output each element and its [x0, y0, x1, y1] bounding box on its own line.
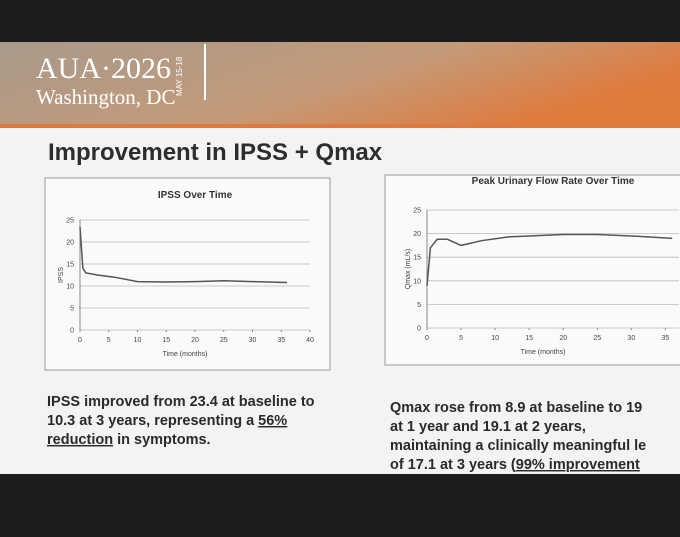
- brand: AUA·2026: [36, 52, 171, 85]
- caption-line: of 17.1 at 3 years (99% improvement: [390, 457, 640, 473]
- caption-line: 10.3 at 3 years, representing a 56%: [47, 413, 287, 429]
- dates: MAY 15-18: [175, 56, 184, 96]
- chart-frame: [384, 174, 680, 366]
- data-line: [79, 226, 288, 284]
- y-tick-label: 25: [66, 218, 74, 225]
- x-tick-label: 30: [249, 337, 257, 344]
- caption-text: IPSS improved from 23.4 at baseline to: [47, 394, 315, 410]
- city: Washington, DC: [36, 85, 175, 109]
- chart-title: Peak Urinary Flow Rate Over Time: [472, 176, 635, 187]
- header-band: [0, 42, 680, 128]
- chart-title: IPSS Over Time: [158, 190, 233, 201]
- caption-text: 56%: [258, 413, 287, 429]
- y-tick-label: 0: [417, 326, 421, 333]
- x-tick-label: 20: [191, 337, 199, 344]
- captions: IPSS improved from 23.4 at baseline to 10…: [47, 394, 646, 473]
- x-tick-label: 10: [134, 337, 142, 344]
- y-tick-label: 20: [413, 231, 421, 238]
- y-tick-label: 20: [66, 240, 74, 247]
- x-tick-label: 35: [661, 335, 669, 342]
- caption-line: at 1 year and 19.1 at 2 years,: [390, 419, 586, 435]
- x-axis-label: Time (months): [163, 351, 208, 358]
- y-tick-label: 5: [70, 306, 74, 313]
- x-tick-label: 30: [627, 335, 635, 342]
- x-tick-label: 20: [559, 335, 567, 342]
- y-tick-label: 25: [413, 208, 421, 215]
- x-tick-label: 5: [459, 335, 463, 342]
- caption-line: maintaining a clinically meaningful le: [390, 438, 646, 454]
- header-rule: [0, 124, 680, 128]
- y-axis-label: IPSS: [58, 267, 65, 283]
- x-tick-label: 15: [162, 337, 170, 344]
- y-tick-label: 15: [66, 262, 74, 269]
- charts: IPSS Over Time 0 5 10 15 20 25 0 5 10 15 20 25 30 35 40…: [44, 174, 680, 371]
- y-tick-label: 10: [413, 278, 421, 285]
- x-tick-label: 0: [425, 335, 429, 342]
- caption-line: Qmax rose from 8.9 at baseline to 19: [390, 400, 642, 416]
- caption-text: of 17.1 at 3 years (: [390, 457, 516, 473]
- y-axis-label: Qmax (mL/s): [405, 249, 412, 289]
- x-tick-label: 5: [107, 337, 111, 344]
- caption-line: IPSS improved from 23.4 at baseline to: [47, 394, 315, 410]
- x-axis-label: Time (months): [521, 349, 566, 356]
- caption-text: 99% improvement: [516, 457, 640, 473]
- caption-text: reduction: [47, 432, 113, 448]
- caption-line: reduction in symptoms.: [47, 432, 211, 448]
- caption-text: 10.3 at 3 years, representing a: [47, 413, 258, 429]
- caption-text: in symptoms.: [113, 432, 211, 448]
- caption-text: at 1 year and 19.1 at 2 years,: [390, 419, 586, 435]
- data-line: [426, 233, 673, 287]
- x-tick-label: 15: [525, 335, 533, 342]
- y-tick-label: 15: [413, 255, 421, 262]
- caption-text: Qmax rose from 8.9 at baseline to 19: [390, 400, 642, 416]
- chart-frame: [44, 177, 331, 371]
- y-tick-label: 5: [417, 302, 421, 309]
- caption-text: maintaining a clinically meaningful le: [390, 438, 646, 454]
- y-tick-label: 10: [66, 284, 74, 291]
- x-tick-label: 40: [306, 337, 314, 344]
- x-tick-label: 10: [491, 335, 499, 342]
- x-tick-label: 25: [220, 337, 228, 344]
- slide-title: Improvement in IPSS + Qmax: [48, 139, 383, 166]
- x-tick-label: 0: [78, 337, 82, 344]
- x-tick-label: 25: [593, 335, 601, 342]
- x-tick-label: 35: [277, 337, 285, 344]
- y-tick-label: 0: [70, 328, 74, 335]
